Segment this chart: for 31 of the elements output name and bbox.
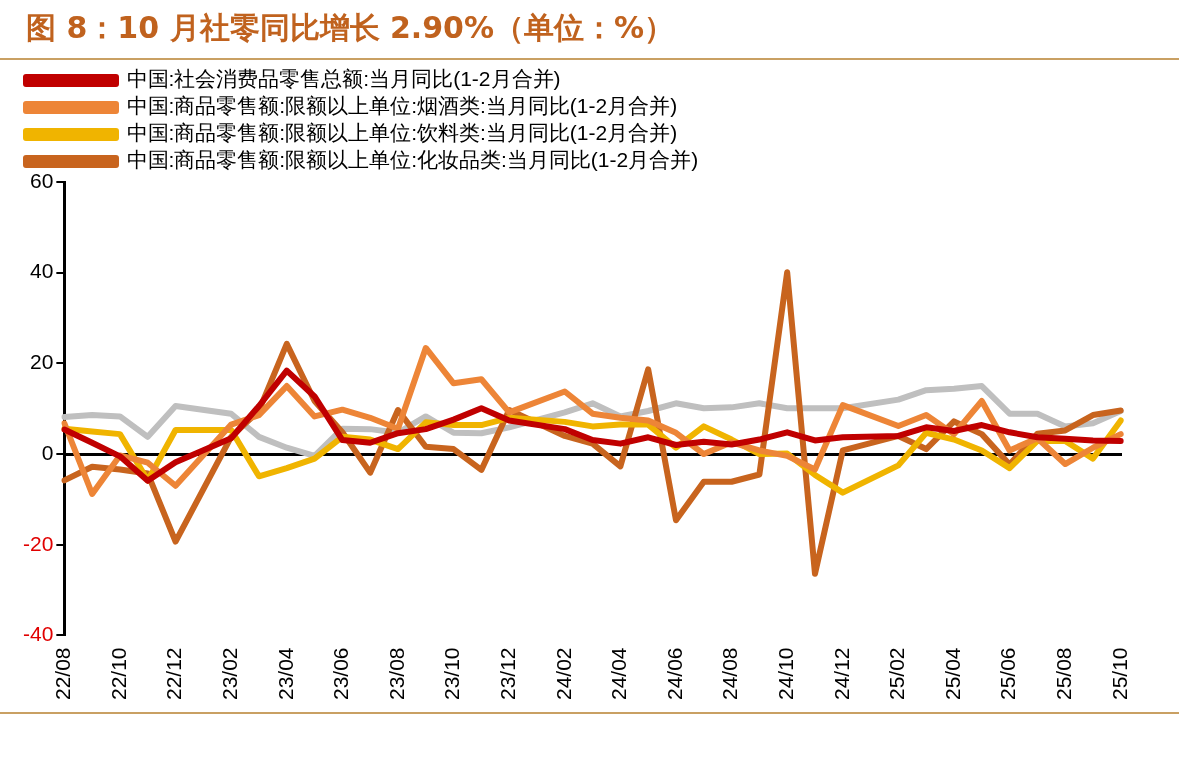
- x-tick-label: 22/08: [51, 647, 75, 701]
- y-tick-label: 60: [29, 168, 54, 192]
- chart-title: 图 8：10 月社零同比增长 2.90%（单位：%）: [26, 9, 675, 47]
- x-tick-label: 25/04: [940, 647, 964, 701]
- x-tick-label: 22/12: [162, 647, 186, 701]
- x-tick-label: 24/04: [607, 647, 631, 701]
- x-tick-label: 23/08: [384, 647, 408, 701]
- legend-label: 中国:商品零售额:限额以上单位:饮料类:当月同比(1-2月合并): [126, 121, 678, 145]
- x-tick-label: 25/10: [1107, 647, 1131, 701]
- x-tick-label: 25/06: [996, 647, 1020, 701]
- x-tick-label: 22/10: [106, 647, 130, 701]
- x-tick-label: 24/02: [551, 647, 575, 701]
- y-tick-label: 40: [29, 259, 54, 283]
- x-tick-label: 24/08: [718, 647, 742, 701]
- x-tick-label: 23/12: [495, 647, 519, 701]
- y-tick-label: -40: [22, 622, 54, 646]
- x-tick-label: 23/06: [329, 647, 353, 701]
- x-tick-label: 25/08: [1051, 647, 1075, 701]
- y-tick-label: 20: [29, 350, 54, 374]
- x-tick-label: 25/02: [885, 647, 909, 701]
- legend-label: 中国:商品零售额:限额以上单位:烟酒类:当月同比(1-2月合并): [126, 94, 678, 118]
- y-tick-label: -20: [22, 531, 54, 555]
- y-tick-label: 0: [41, 440, 54, 464]
- x-tick-label: 23/10: [440, 647, 464, 701]
- x-tick-label: 24/12: [829, 647, 853, 701]
- x-tick-label: 23/02: [217, 647, 241, 701]
- legend-label: 中国:社会消费品零售总额:当月同比(1-2月合并): [126, 67, 561, 91]
- x-tick-label: 24/06: [662, 647, 686, 701]
- legend-label: 中国:商品零售额:限额以上单位:化妆品类:当月同比(1-2月合并): [126, 148, 699, 172]
- x-tick-label: 24/10: [773, 647, 797, 701]
- x-tick-label: 23/04: [273, 647, 297, 701]
